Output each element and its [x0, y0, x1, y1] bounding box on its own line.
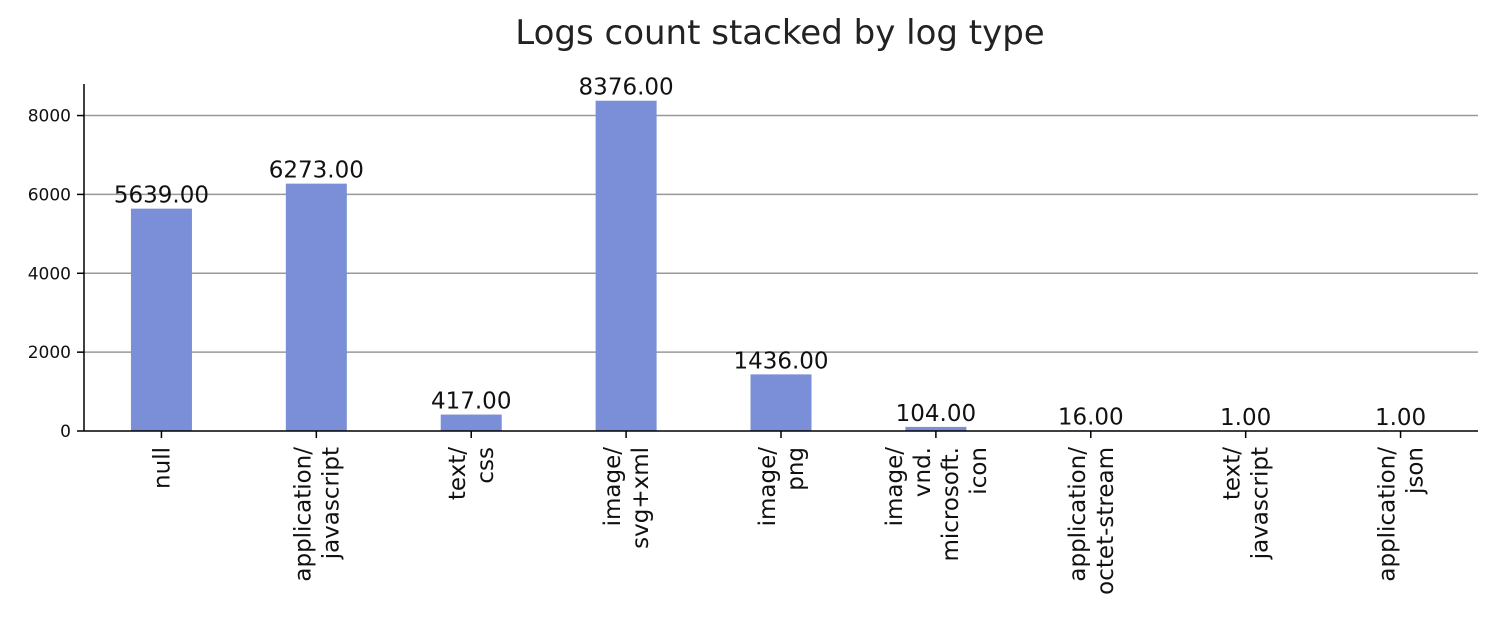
x-tick-label-line: microsoft. — [938, 447, 964, 562]
bar-value-label: 1.00 — [1220, 405, 1271, 431]
x-tick-label-line: javascript — [318, 447, 344, 560]
y-tick-label: 8000 — [28, 107, 71, 127]
x-tick-label-line: application/ — [290, 447, 316, 582]
x-tick-label: image/svg+xml — [600, 447, 654, 549]
x-tick-label-line: image/ — [600, 447, 626, 527]
bar-value-label: 417.00 — [431, 389, 511, 415]
x-tick-label: application/javascript — [290, 447, 344, 582]
x-tick-label: image/png — [755, 447, 809, 527]
x-tick-label-line: css — [473, 447, 499, 484]
value-labels: 5639.00 6273.00 417.00 8376.00 1436.00 104.00… — [114, 75, 1426, 431]
x-tick-label-line: png — [783, 447, 809, 491]
bar — [750, 374, 812, 431]
x-tick-label-line: svg+xml — [628, 447, 654, 549]
x-tick-label-line: null — [149, 447, 175, 489]
bar — [905, 426, 967, 431]
y-tick-label: 4000 — [28, 264, 71, 284]
x-tick-label-line: text/ — [1220, 447, 1246, 500]
bar — [130, 208, 192, 431]
x-tick-label: text/javascript — [1220, 447, 1274, 561]
bars — [130, 100, 1432, 432]
x-tick-label: text/css — [445, 447, 499, 500]
bar-value-label: 1.00 — [1375, 405, 1426, 431]
bar — [440, 414, 502, 431]
chart-title: Logs count stacked by log type — [515, 13, 1044, 53]
y-tick-label: 2000 — [28, 343, 71, 363]
x-tick-label: image/vnd. microsoft. icon — [882, 447, 992, 562]
x-tick-label: application/octet-stream — [1065, 447, 1119, 595]
axes: 0 2000 4000 6000 8000 null application/javascr… — [28, 84, 1478, 595]
bar-value-label: 5639.00 — [114, 183, 209, 209]
x-tick-label-line: image/ — [882, 447, 908, 527]
bar-value-label: 8376.00 — [579, 75, 674, 101]
x-tick-label-line: image/ — [755, 447, 781, 527]
x-tick-label-line: application/ — [1375, 447, 1401, 582]
x-tick-label-line: vnd. — [910, 447, 936, 497]
y-tick-label: 0 — [60, 422, 71, 442]
bar — [285, 183, 347, 431]
bar-value-label: 1436.00 — [733, 348, 828, 374]
bar-value-label: 16.00 — [1058, 404, 1124, 430]
bar-value-label: 6273.00 — [269, 158, 364, 184]
x-tick-label-line: octet-stream — [1093, 447, 1119, 595]
x-tick-label: application/json — [1375, 447, 1429, 582]
x-tick-label-line: text/ — [445, 447, 471, 500]
bar-value-label: 104.00 — [896, 401, 976, 427]
bar — [595, 100, 657, 432]
x-tick-label-line: json — [1403, 447, 1429, 495]
x-tick-label-line: javascript — [1248, 447, 1274, 560]
x-tick-label: null — [149, 447, 175, 489]
y-tick-label: 6000 — [28, 185, 71, 205]
x-tick-label-line: application/ — [1065, 447, 1091, 582]
x-tick-label-line: icon — [966, 447, 992, 495]
